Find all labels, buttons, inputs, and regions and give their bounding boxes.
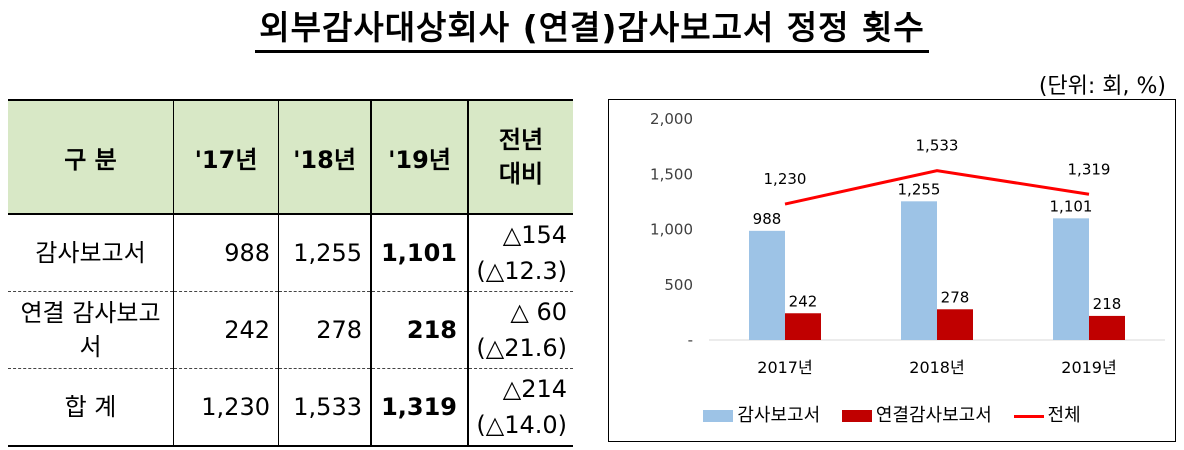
- table-row: 감사보고서 988 1,255 1,101 △154 (△12.3): [8, 214, 573, 292]
- data-label: 1,533: [916, 137, 959, 155]
- cell-2017: 242: [173, 291, 279, 369]
- header-yoy-text: 전년 대비: [498, 126, 544, 188]
- row-label: 감사보고서: [8, 214, 174, 292]
- row-label: 연결 감사보고서: [8, 291, 174, 369]
- legend-item-audit: 감사보고서: [703, 401, 820, 427]
- data-label: 1,255: [898, 180, 941, 198]
- header-2018: '18년: [278, 99, 371, 215]
- cell-2017: 988: [173, 214, 279, 292]
- cell-yoy: △ 60 (△21.6): [468, 291, 573, 369]
- data-label: 988: [753, 210, 782, 228]
- header-yoy: 전년 대비: [468, 99, 573, 215]
- row-label: 합 계: [8, 368, 174, 447]
- cell-yoy: △154 (△12.3): [468, 214, 573, 292]
- cell-yoy-diff: △154: [502, 221, 567, 249]
- data-label: 242: [789, 292, 818, 310]
- cell-yoy-pct: (△12.3): [476, 257, 567, 285]
- cell-2019: 1,319: [370, 368, 469, 447]
- cell-yoy-pct: (△14.0): [476, 411, 567, 439]
- x-tick-label: 2019년: [1061, 358, 1116, 377]
- x-tick-label: 2018년: [909, 358, 964, 377]
- cell-2019: 1,101: [370, 214, 469, 292]
- bar-consolidated: [1089, 315, 1125, 340]
- cell-yoy-diff: △214: [502, 375, 567, 403]
- y-tick-label: -: [688, 331, 693, 349]
- legend-swatch-consolidated: [841, 410, 872, 422]
- bar-consolidated: [937, 309, 973, 340]
- cell-2018: 1,255: [278, 214, 371, 292]
- line-total: [784, 169, 1090, 206]
- bar-audit: [749, 230, 785, 340]
- data-label: 218: [1093, 295, 1122, 313]
- legend-label-audit: 감사보고서: [737, 405, 821, 426]
- data-label: 1,319: [1068, 160, 1111, 178]
- y-tick-label: 2,000: [650, 110, 693, 128]
- chart-svg: - 500 1,000 1,500 2,000 2017년 2018년 2019년 988 1,2…: [650, 110, 1165, 377]
- bar-audit: [1053, 218, 1089, 340]
- table-row: 합 계 1,230 1,533 1,319 △214 (△14.0): [8, 368, 573, 447]
- data-label: 278: [941, 288, 970, 306]
- data-label: 1,101: [1050, 197, 1093, 215]
- y-tick-label: 1,000: [650, 221, 693, 239]
- cell-yoy-pct: (△21.6): [476, 334, 567, 362]
- legend-item-total: 전체: [1013, 401, 1081, 427]
- cell-yoy-diff: △ 60: [510, 298, 567, 326]
- y-tick-label: 1,500: [650, 165, 693, 183]
- table-header-row: 구 분 '17년 '18년 '19년 전년 대비: [8, 99, 573, 215]
- legend-swatch-audit: [703, 410, 734, 422]
- bar-audit: [901, 201, 937, 340]
- cell-2018: 278: [278, 291, 371, 369]
- chart-panel: - 500 1,000 1,500 2,000 2017년 2018년 2019년 988 1,2…: [608, 99, 1176, 442]
- header-2019: '19년: [370, 99, 469, 215]
- cell-2019: 218: [370, 291, 469, 369]
- legend-item-consolidated: 연결감사보고서: [841, 401, 992, 427]
- unit-label: (단위: 회, %): [1038, 74, 1166, 99]
- legend-label-consolidated: 연결감사보고서: [875, 405, 992, 426]
- y-tick-label: 500: [664, 276, 693, 294]
- legend-swatch-total: [1013, 414, 1044, 418]
- header-2017: '17년: [173, 99, 279, 215]
- cell-2018: 1,533: [278, 368, 371, 447]
- legend-label-total: 전체: [1047, 405, 1081, 426]
- table-row: 연결 감사보고서 242 278 218 △ 60 (△21.6): [8, 291, 573, 369]
- data-table: 구 분 '17년 '18년 '19년 전년 대비 감사보고서 988 1,255…: [8, 99, 573, 447]
- page-title: 외부감사대상회사 (연결)감사보고서 정정 횟수: [0, 8, 1184, 53]
- row-label-text: 연결 감사보고서: [20, 299, 161, 361]
- bar-consolidated: [785, 313, 821, 340]
- x-tick-label: 2017년: [757, 358, 812, 377]
- header-category: 구 분: [8, 99, 174, 215]
- data-label: 1,230: [764, 170, 807, 188]
- cell-yoy: △214 (△14.0): [468, 368, 573, 447]
- title-text: 외부감사대상회사 (연결)감사보고서 정정 횟수: [255, 8, 929, 53]
- chart-legend: 감사보고서 연결감사보고서 전체: [609, 401, 1175, 427]
- cell-2017: 1,230: [173, 368, 279, 447]
